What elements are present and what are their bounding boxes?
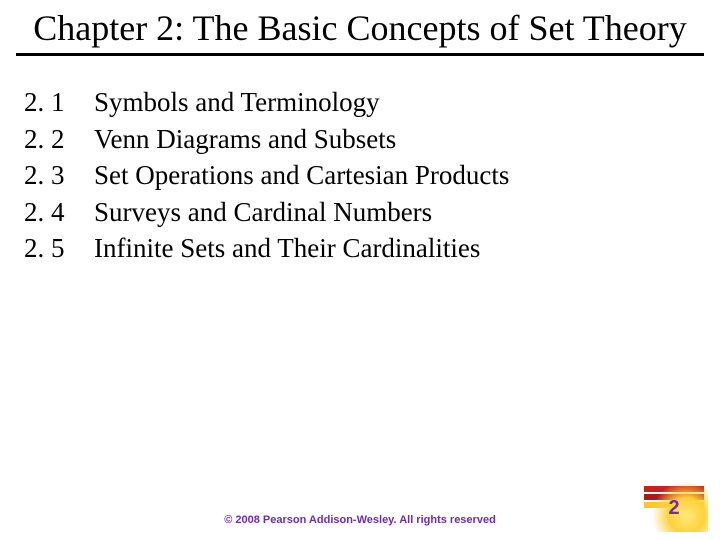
slide: Chapter 2: The Basic Concepts of Set The… [0,0,720,540]
section-number: 2. 1 [24,84,94,120]
section-title: Infinite Sets and Their Cardinalities [94,230,696,266]
slide-footer: © 2008 Pearson Addison-Wesley. All right… [0,482,720,526]
page-number-badge: 2 [644,482,704,526]
list-item: 2. 3 Set Operations and Cartesian Produc… [24,157,696,193]
section-number: 2. 2 [24,121,94,157]
copyright-text: © 2008 Pearson Addison-Wesley. All right… [16,514,644,526]
title-block: Chapter 2: The Basic Concepts of Set The… [16,8,704,56]
section-list: 2. 1 Symbols and Terminology 2. 2 Venn D… [16,80,704,266]
section-title: Surveys and Cardinal Numbers [94,194,696,230]
page-number: 2 [668,489,679,520]
section-title: Venn Diagrams and Subsets [94,121,696,157]
list-item: 2. 1 Symbols and Terminology [24,84,696,120]
badge-glow-icon [654,478,708,532]
section-title: Set Operations and Cartesian Products [94,157,696,193]
section-number: 2. 5 [24,230,94,266]
list-item: 2. 2 Venn Diagrams and Subsets [24,121,696,157]
chapter-title: Chapter 2: The Basic Concepts of Set The… [16,8,704,49]
list-item: 2. 4 Surveys and Cardinal Numbers [24,194,696,230]
section-number: 2. 3 [24,157,94,193]
list-item: 2. 5 Infinite Sets and Their Cardinaliti… [24,230,696,266]
section-number: 2. 4 [24,194,94,230]
section-title: Symbols and Terminology [94,84,696,120]
